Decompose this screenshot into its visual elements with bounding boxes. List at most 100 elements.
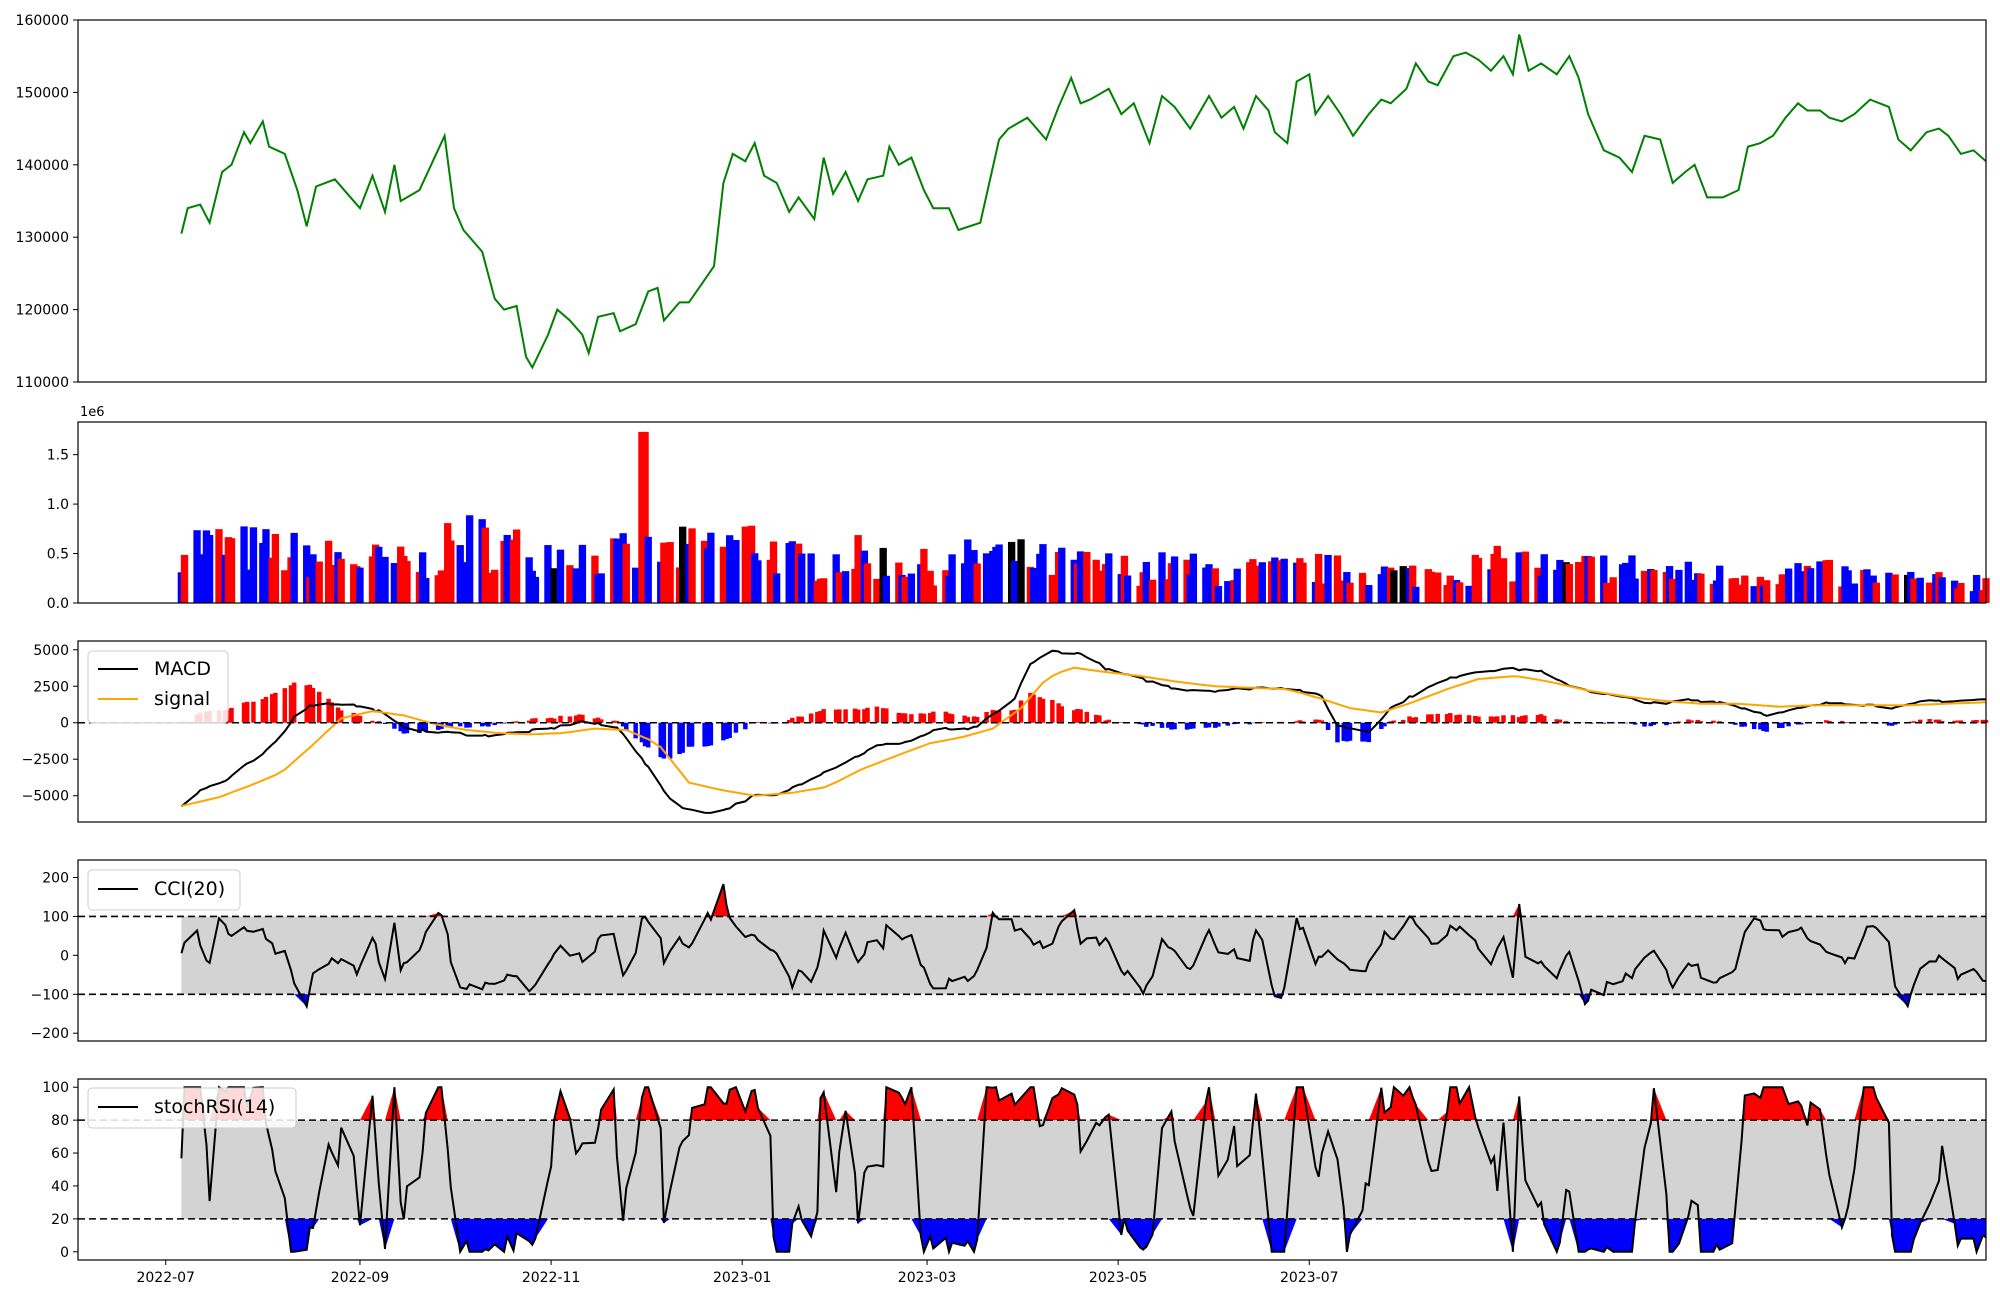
volume-bar xyxy=(1741,575,1749,603)
macd-hist-bar xyxy=(1435,713,1440,723)
price-frame xyxy=(77,19,1987,383)
volume-bar xyxy=(1280,558,1288,603)
volume-bar xyxy=(390,563,399,603)
macd-hist-bar xyxy=(931,711,936,723)
macd-hist-bar xyxy=(1457,714,1462,723)
macd-hist-bar xyxy=(1501,715,1506,723)
macd-hist-bar xyxy=(545,718,551,723)
volume-bar xyxy=(1474,557,1483,603)
macd-hist-bar xyxy=(1535,715,1541,723)
macd-hist-bar xyxy=(996,710,1002,723)
volume-bar xyxy=(1390,570,1398,603)
volume-bar xyxy=(1622,562,1630,603)
volume-bar xyxy=(1039,544,1047,603)
macd-hist-bar xyxy=(1075,708,1080,723)
volume-bar xyxy=(879,547,887,603)
macd-hist-bar xyxy=(733,722,739,733)
macd-hist-bar xyxy=(1651,722,1657,725)
volume-bar xyxy=(1380,566,1389,603)
macd-ytick-label: 2500 xyxy=(33,679,69,695)
macd-hist-bar xyxy=(708,722,714,746)
macd-hist-bar xyxy=(1059,706,1065,723)
macd-ytick-label: 5000 xyxy=(33,643,69,659)
macd-hist-bar xyxy=(551,718,557,723)
stochrsi-ytick-label: 60 xyxy=(51,1146,69,1162)
macd-hist-bar xyxy=(1037,697,1043,723)
volume-bar xyxy=(1891,574,1899,603)
volume-bar xyxy=(1029,568,1038,603)
volume-bar xyxy=(328,564,336,603)
macd-hist-bar xyxy=(1184,722,1190,730)
macd-hist-bar xyxy=(799,716,804,723)
volume-bar xyxy=(1365,585,1373,603)
volume-bar xyxy=(666,542,674,603)
volume-bar xyxy=(465,515,474,603)
macd-hist-bar xyxy=(1842,722,1848,723)
macd-hist-bar xyxy=(417,722,422,734)
macd-hist-bar xyxy=(965,717,971,723)
macd-hist-bar xyxy=(1917,719,1923,723)
macd-hist-bar xyxy=(1742,722,1747,727)
volume-bar xyxy=(1427,571,1436,603)
macd-hist-bar xyxy=(567,716,573,723)
volume-offset-label: 1e6 xyxy=(80,405,105,420)
macd-hist-bar xyxy=(1542,715,1547,723)
macd-hist-bar xyxy=(818,711,823,723)
volume-bar xyxy=(1408,565,1417,603)
macd-hist-bar xyxy=(398,722,403,732)
macd-hist-bar xyxy=(677,722,682,755)
macd-hist-bar xyxy=(1823,720,1829,723)
volume-bar xyxy=(1252,565,1260,603)
volume-bar xyxy=(315,561,323,603)
volume-bar xyxy=(1556,559,1564,603)
macd-hist-bar xyxy=(1714,722,1719,723)
macd-hist-bar xyxy=(1845,722,1851,723)
macd-hist-bar xyxy=(1056,703,1061,723)
macd-hist-bar xyxy=(1798,722,1804,725)
macd-hist-bar xyxy=(1786,722,1791,727)
volume-bar xyxy=(982,553,991,603)
volume-bar xyxy=(907,573,916,603)
macd-hist-bar xyxy=(1711,720,1716,723)
macd-hist-bar xyxy=(335,707,341,723)
macd-hist-bar xyxy=(949,714,955,723)
volume-bar xyxy=(1083,551,1091,603)
volume-bar xyxy=(1205,564,1213,603)
macd-hist-bar xyxy=(1159,722,1165,728)
volume-bar xyxy=(249,527,258,603)
volume-ytick-label: 0.5 xyxy=(47,547,69,563)
volume-bar xyxy=(1675,569,1683,603)
macd-hist-bar xyxy=(370,720,375,723)
stochrsi-panel: 0 20 40 60 80 100 2022-07 2022-09 2022-11 2023-01… xyxy=(42,1078,1987,1286)
macd-hist-bar xyxy=(282,688,288,723)
macd-hist-bar xyxy=(639,722,645,743)
cci-band xyxy=(181,916,1986,995)
macd-hist-bar xyxy=(743,722,748,730)
macd-hist-bar xyxy=(1664,722,1669,726)
macd-hist-bar xyxy=(483,722,488,726)
macd-hist-bar xyxy=(768,722,773,724)
macd-hist-bar xyxy=(1172,722,1177,730)
cci-ytick-label: 100 xyxy=(42,909,69,925)
macd-hist-bar xyxy=(1538,714,1544,723)
volume-bar xyxy=(641,431,649,603)
macd-hist-bar xyxy=(884,708,889,723)
xtick-label: 2022-09 xyxy=(331,1270,390,1286)
volume-bar xyxy=(1048,574,1057,603)
macd-hist-bar xyxy=(1827,720,1832,723)
macd-hist-bar xyxy=(1886,722,1892,726)
macd-hist-bar xyxy=(921,713,927,723)
macd-hist-bar xyxy=(1225,722,1231,726)
volume-bar xyxy=(1434,572,1442,603)
macd-hist-bar xyxy=(1097,715,1102,723)
volume-bar xyxy=(1575,561,1583,603)
volume-bar xyxy=(578,544,587,603)
volume-bar xyxy=(754,560,762,603)
volume-bar xyxy=(1603,582,1611,603)
volume-bar xyxy=(1716,565,1724,603)
macd-hist-bar xyxy=(1297,720,1303,723)
stochrsi-ytick-label: 80 xyxy=(51,1113,69,1129)
macd-hist-bar xyxy=(467,722,472,728)
macd-hist-bar xyxy=(837,709,842,723)
volume-bar xyxy=(725,535,734,603)
